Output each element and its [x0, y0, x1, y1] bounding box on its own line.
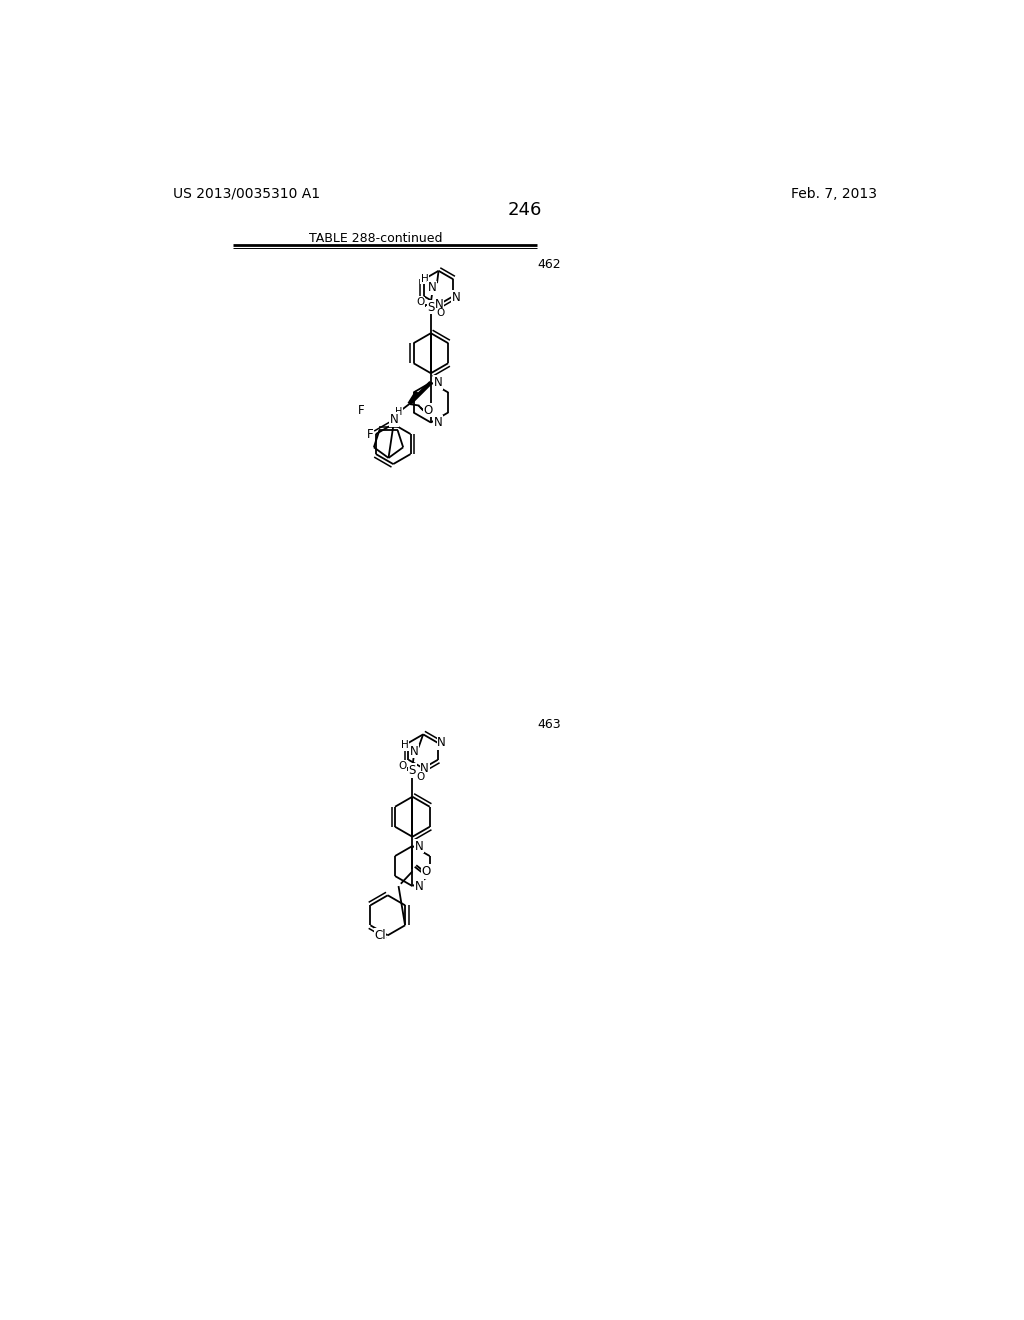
- Text: O: O: [436, 308, 444, 318]
- Text: O: O: [423, 404, 432, 417]
- Text: N: N: [420, 762, 429, 775]
- Text: S: S: [427, 301, 434, 314]
- Text: 462: 462: [538, 259, 561, 271]
- Text: N: N: [435, 298, 443, 312]
- Text: N: N: [428, 281, 437, 294]
- Text: N: N: [433, 416, 442, 429]
- Text: Cl: Cl: [374, 929, 386, 942]
- Text: H: H: [395, 407, 402, 417]
- Text: N: N: [389, 413, 398, 426]
- Text: F: F: [358, 404, 365, 417]
- Text: 246: 246: [508, 201, 542, 219]
- Text: US 2013/0035310 A1: US 2013/0035310 A1: [173, 187, 321, 201]
- Text: N: N: [452, 290, 461, 304]
- Text: O: O: [417, 772, 425, 781]
- Text: N: N: [415, 879, 424, 892]
- Text: N: N: [410, 744, 418, 758]
- Text: F: F: [367, 428, 373, 441]
- Text: 463: 463: [538, 718, 561, 731]
- Text: O: O: [416, 297, 424, 308]
- Text: N: N: [433, 376, 442, 389]
- Text: O: O: [398, 760, 407, 771]
- Text: N: N: [415, 840, 424, 853]
- Text: S: S: [409, 764, 416, 777]
- Text: N: N: [437, 737, 446, 750]
- Text: H: H: [400, 741, 409, 750]
- Text: Feb. 7, 2013: Feb. 7, 2013: [792, 187, 878, 201]
- Text: TABLE 288-continued: TABLE 288-continued: [308, 232, 442, 246]
- Text: H: H: [421, 273, 429, 284]
- Text: O: O: [422, 865, 431, 878]
